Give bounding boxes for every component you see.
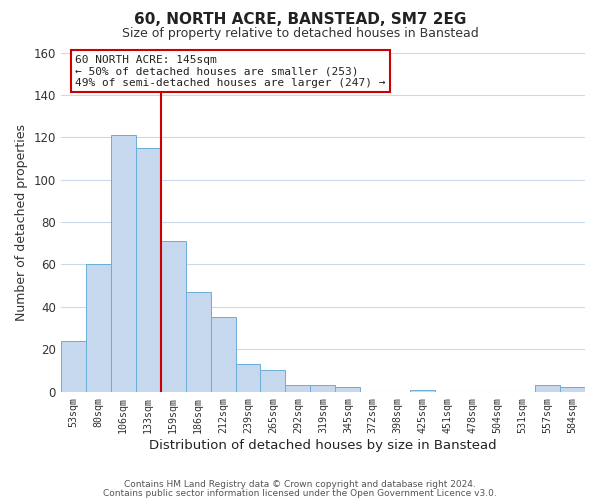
Text: 60 NORTH ACRE: 145sqm
← 50% of detached houses are smaller (253)
49% of semi-det: 60 NORTH ACRE: 145sqm ← 50% of detached …: [75, 54, 386, 88]
Text: 60, NORTH ACRE, BANSTEAD, SM7 2EG: 60, NORTH ACRE, BANSTEAD, SM7 2EG: [134, 12, 466, 28]
Y-axis label: Number of detached properties: Number of detached properties: [15, 124, 28, 320]
X-axis label: Distribution of detached houses by size in Banstead: Distribution of detached houses by size …: [149, 440, 497, 452]
Bar: [136, 148, 161, 392]
Bar: [185, 292, 211, 392]
Bar: [211, 318, 236, 392]
Bar: [310, 386, 335, 392]
Bar: [86, 264, 111, 392]
Bar: [260, 370, 286, 392]
Bar: [335, 388, 361, 392]
Bar: [161, 241, 185, 392]
Bar: [535, 386, 560, 392]
Text: Contains public sector information licensed under the Open Government Licence v3: Contains public sector information licen…: [103, 489, 497, 498]
Bar: [236, 364, 260, 392]
Bar: [286, 386, 310, 392]
Bar: [410, 390, 435, 392]
Text: Contains HM Land Registry data © Crown copyright and database right 2024.: Contains HM Land Registry data © Crown c…: [124, 480, 476, 489]
Text: Size of property relative to detached houses in Banstead: Size of property relative to detached ho…: [122, 28, 478, 40]
Bar: [111, 135, 136, 392]
Bar: [560, 388, 585, 392]
Bar: [61, 341, 86, 392]
